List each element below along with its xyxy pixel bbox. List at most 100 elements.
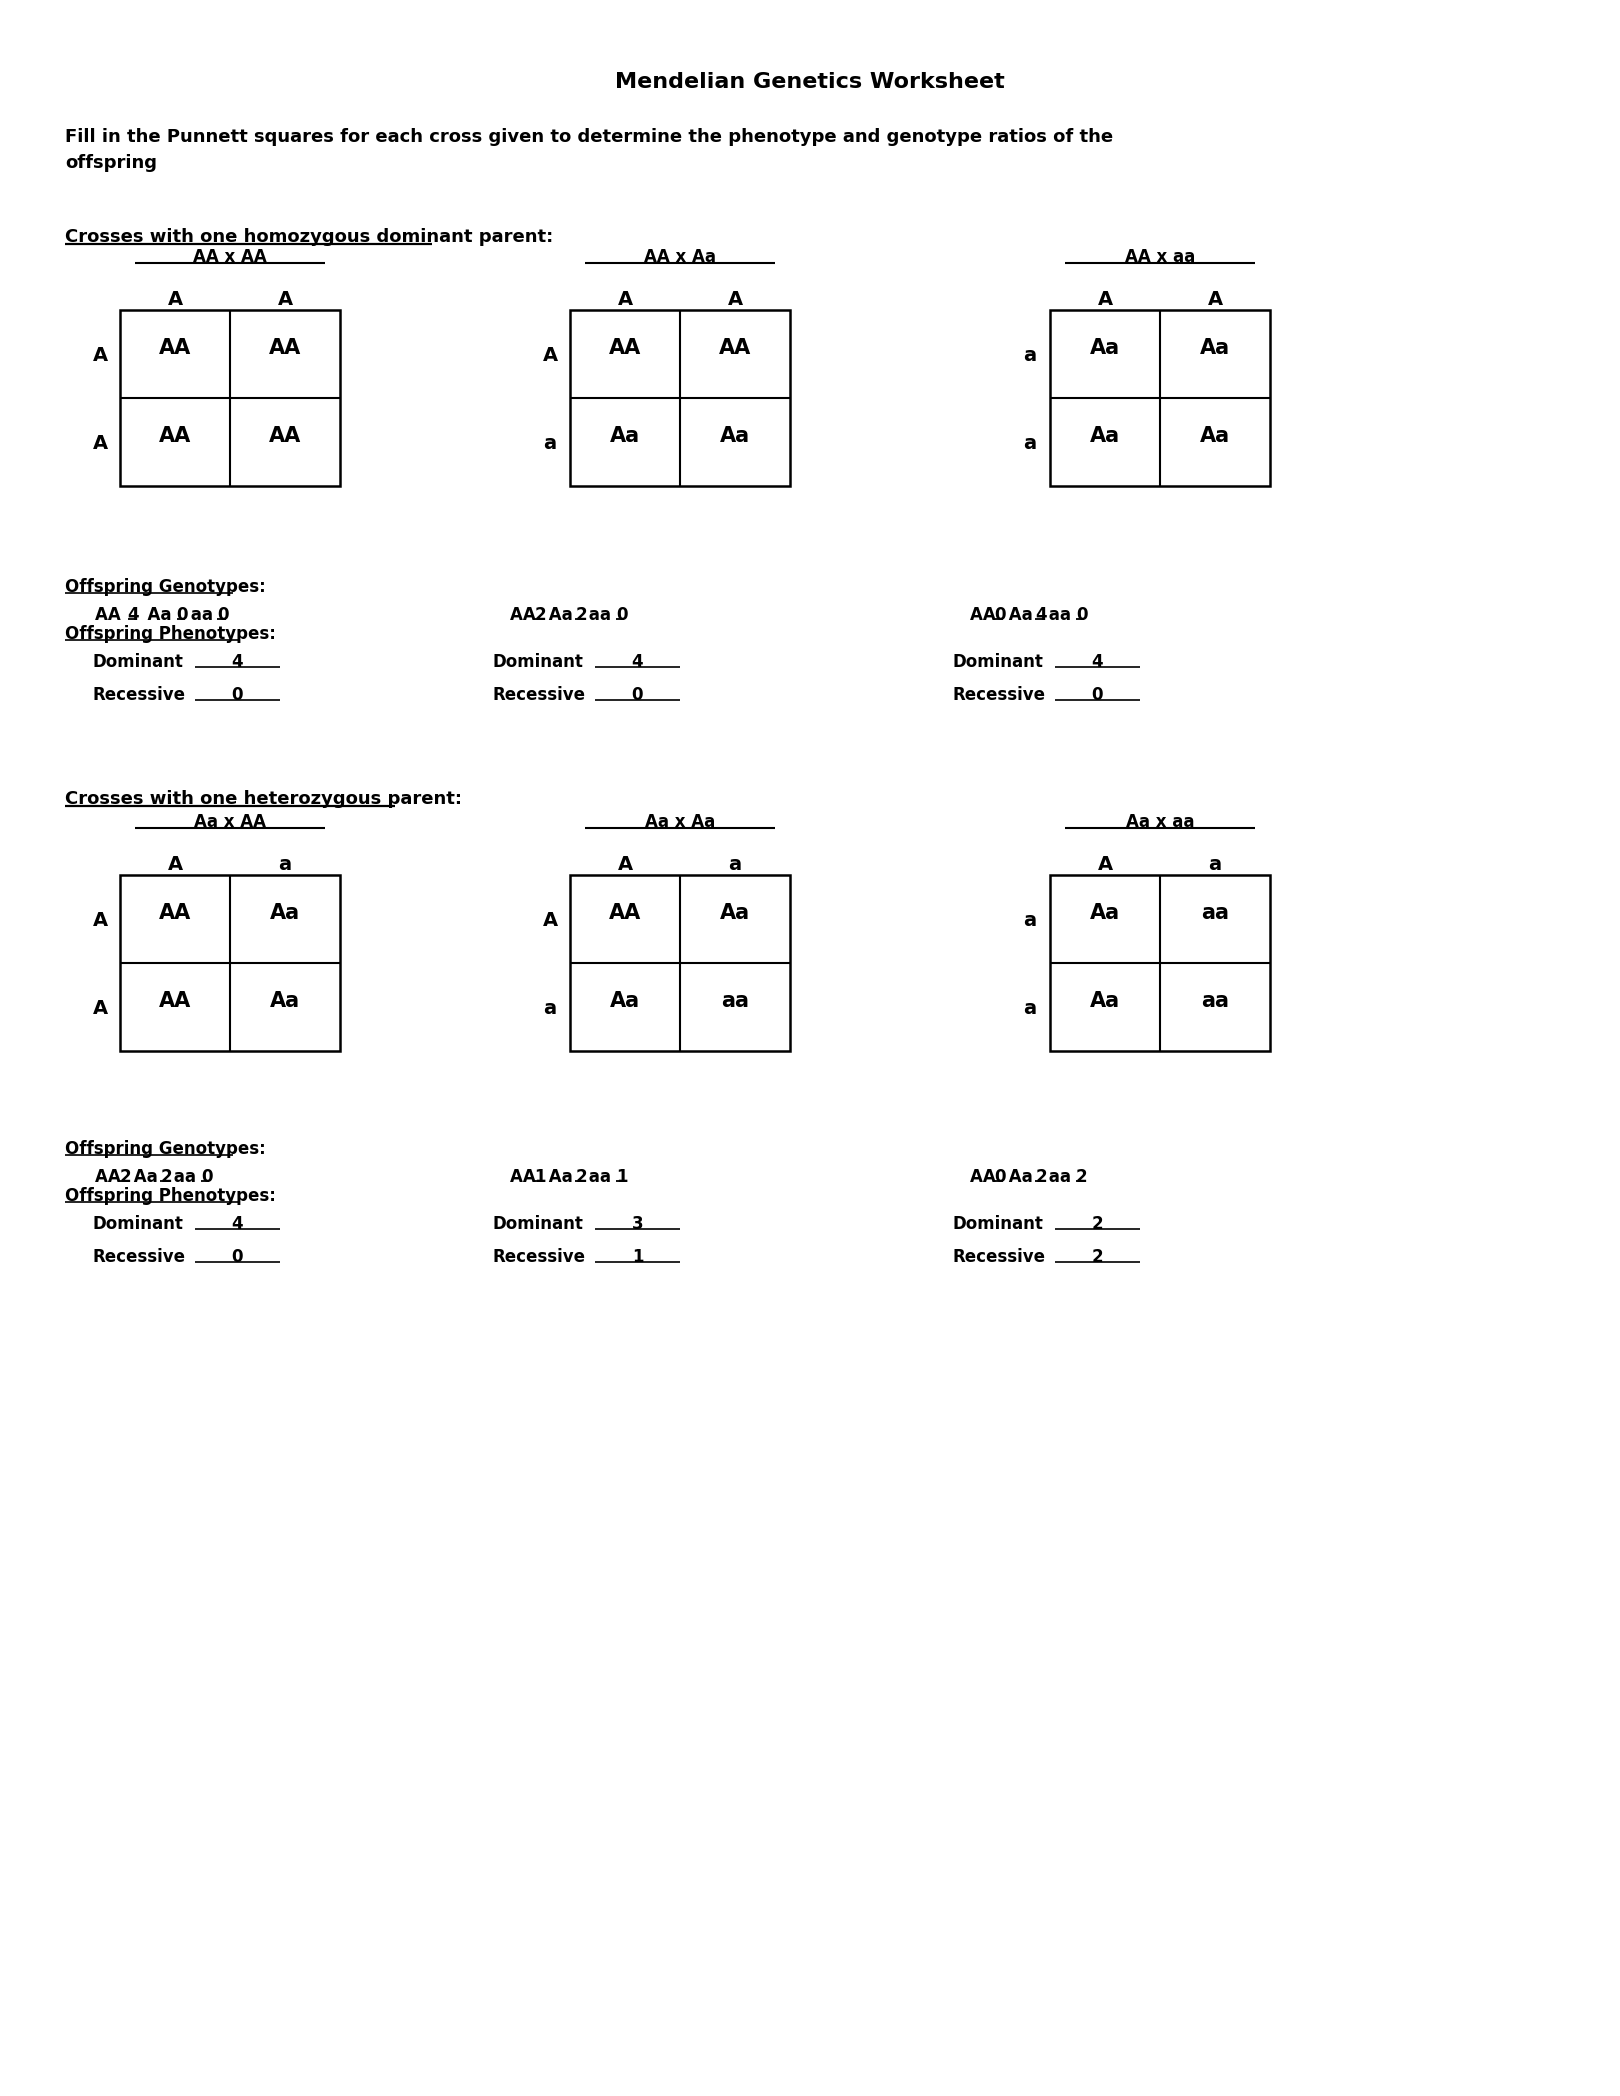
Text: A: A — [1207, 289, 1223, 308]
Text: Dominant: Dominant — [953, 654, 1043, 671]
Text: 0: 0 — [217, 606, 228, 625]
Text: AA: AA — [96, 606, 133, 625]
Text: Aa: Aa — [271, 903, 300, 922]
Text: 0: 0 — [177, 606, 188, 625]
Text: 2: 2 — [1076, 1167, 1087, 1186]
Text: 0: 0 — [1076, 606, 1087, 625]
Text: 0: 0 — [616, 606, 627, 625]
Text: Dominant: Dominant — [492, 1216, 583, 1232]
Text: AA x aa: AA x aa — [1124, 247, 1196, 266]
Text: 1: 1 — [535, 1167, 546, 1186]
Text: 2: 2 — [160, 1167, 172, 1186]
Text: Dominant: Dominant — [92, 654, 185, 671]
Text: AA: AA — [269, 337, 301, 358]
Text: aa: aa — [1043, 1167, 1077, 1186]
Text: AA x AA: AA x AA — [193, 247, 267, 266]
Text: a: a — [1209, 855, 1221, 874]
Text: Aa: Aa — [719, 903, 750, 922]
Text: 2: 2 — [575, 1167, 586, 1186]
Text: Recessive: Recessive — [92, 1247, 186, 1266]
Text: 3: 3 — [632, 1216, 643, 1232]
Text: a: a — [1024, 346, 1037, 365]
Text: AA: AA — [159, 337, 191, 358]
Text: A: A — [1097, 289, 1113, 308]
Text: Aa: Aa — [611, 425, 640, 446]
Text: Aa: Aa — [543, 1167, 578, 1186]
Text: 0: 0 — [995, 606, 1006, 625]
Text: a: a — [1024, 1000, 1037, 1019]
Text: Aa x Aa: Aa x Aa — [645, 813, 714, 830]
Text: Aa: Aa — [1090, 337, 1119, 358]
Text: 4: 4 — [232, 654, 243, 671]
Text: a: a — [543, 434, 557, 453]
Text: AA: AA — [159, 991, 191, 1010]
Text: AA: AA — [609, 337, 642, 358]
Text: Fill in the Punnett squares for each cross given to determine the phenotype and : Fill in the Punnett squares for each cro… — [65, 128, 1113, 172]
Text: 1: 1 — [632, 1247, 643, 1266]
Text: 0: 0 — [1092, 685, 1103, 704]
Text: A: A — [543, 912, 557, 931]
Text: Recessive: Recessive — [92, 685, 186, 704]
Bar — [1050, 874, 1270, 1050]
Text: AA: AA — [269, 425, 301, 446]
Text: AA: AA — [970, 1167, 1001, 1186]
Text: aa: aa — [1200, 903, 1230, 922]
Text: 4: 4 — [632, 654, 643, 671]
Text: AA: AA — [159, 425, 191, 446]
Text: AA: AA — [609, 903, 642, 922]
Text: aa: aa — [168, 1167, 202, 1186]
Text: Aa: Aa — [719, 425, 750, 446]
Text: A: A — [617, 289, 632, 308]
Text: 1: 1 — [616, 1167, 627, 1186]
Text: Aa: Aa — [271, 991, 300, 1010]
Text: aa: aa — [583, 1167, 617, 1186]
Text: AA: AA — [159, 903, 191, 922]
Text: aa: aa — [583, 606, 617, 625]
Text: a: a — [543, 1000, 557, 1019]
Text: aa: aa — [1200, 991, 1230, 1010]
Text: Offspring Phenotypes:: Offspring Phenotypes: — [65, 625, 275, 643]
Text: 0: 0 — [232, 685, 243, 704]
Bar — [120, 874, 340, 1050]
Text: Crosses with one homozygous dominant parent:: Crosses with one homozygous dominant par… — [65, 228, 554, 245]
Text: aa: aa — [721, 991, 748, 1010]
Text: Aa: Aa — [1200, 425, 1230, 446]
Text: Aa: Aa — [1090, 425, 1119, 446]
Text: A: A — [543, 346, 557, 365]
Text: A: A — [92, 912, 107, 931]
Text: 2: 2 — [535, 606, 546, 625]
Text: A: A — [617, 855, 632, 874]
Text: Aa: Aa — [543, 606, 578, 625]
Text: Aa: Aa — [1200, 337, 1230, 358]
Text: Aa x AA: Aa x AA — [194, 813, 266, 830]
Text: AA: AA — [96, 1167, 126, 1186]
Text: AA x Aa: AA x Aa — [645, 247, 716, 266]
Text: A: A — [277, 289, 293, 308]
Text: Aa: Aa — [136, 606, 177, 625]
Text: a: a — [1024, 434, 1037, 453]
Text: 0: 0 — [201, 1167, 212, 1186]
Text: 2: 2 — [1035, 1167, 1047, 1186]
Text: A: A — [727, 289, 742, 308]
Text: 4: 4 — [232, 1216, 243, 1232]
Bar — [570, 310, 791, 486]
Text: 2: 2 — [1092, 1216, 1103, 1232]
Text: 4: 4 — [128, 606, 139, 625]
Text: Recessive: Recessive — [492, 1247, 586, 1266]
Text: 2: 2 — [120, 1167, 131, 1186]
Text: a: a — [279, 855, 292, 874]
Text: 0: 0 — [232, 1247, 243, 1266]
Text: aa: aa — [1043, 606, 1077, 625]
Bar — [120, 310, 340, 486]
Text: Aa: Aa — [1003, 606, 1038, 625]
Text: A: A — [92, 346, 107, 365]
Text: 2: 2 — [1092, 1247, 1103, 1266]
Text: a: a — [1024, 912, 1037, 931]
Text: Mendelian Genetics Worksheet: Mendelian Genetics Worksheet — [616, 71, 1004, 92]
Text: Dominant: Dominant — [92, 1216, 185, 1232]
Text: AA: AA — [719, 337, 752, 358]
Text: Offspring Genotypes:: Offspring Genotypes: — [65, 578, 266, 595]
Text: 4: 4 — [1035, 606, 1047, 625]
Text: Offspring Genotypes:: Offspring Genotypes: — [65, 1140, 266, 1157]
Text: Recessive: Recessive — [492, 685, 586, 704]
